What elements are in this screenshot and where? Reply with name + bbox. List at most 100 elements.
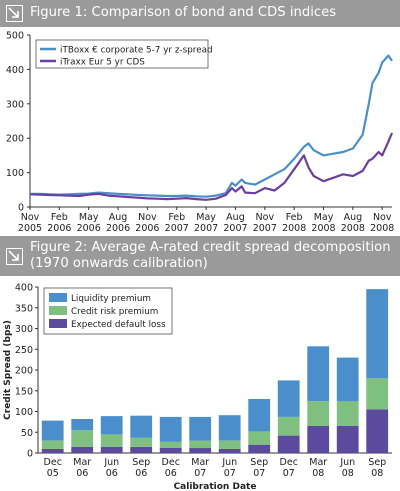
x-tick-label: 08 <box>342 468 354 479</box>
x-tick-label: Dec <box>162 457 180 468</box>
figure1-panel: Figure 1: Comparison of bond and CDS ind… <box>0 0 400 233</box>
x-tick-label: Sep <box>250 457 268 468</box>
bar-segment-credit-risk-premium <box>100 434 123 447</box>
bar-segment-liquidity-premium <box>130 415 153 438</box>
y-tick-label: 100 <box>6 168 24 179</box>
x-tick-label: 08 <box>371 468 383 479</box>
bar-segment-credit-risk-premium <box>277 416 300 436</box>
bar-segment-expected-default-loss <box>307 426 330 453</box>
x-tick-label: 06 <box>165 468 177 479</box>
y-tick-label: 500 <box>6 31 24 42</box>
x-tick-label: Mar <box>73 457 91 468</box>
bar-segment-credit-risk-premium <box>307 401 330 426</box>
x-tick-label: Dec <box>44 457 62 468</box>
y-tick-label: 350 <box>15 303 33 314</box>
x-tick-label: Aug <box>109 212 128 223</box>
y-tick-label: 300 <box>15 324 33 335</box>
bar-segment-credit-risk-premium <box>336 401 359 426</box>
y-tick-label: 200 <box>15 366 33 377</box>
x-tick-label: 2007 <box>223 223 247 233</box>
bar-segment-expected-default-loss <box>100 446 123 453</box>
bar-segment-expected-default-loss <box>189 448 212 453</box>
x-tick-label: Nov <box>21 212 40 223</box>
bar-segment-expected-default-loss <box>41 448 64 453</box>
x-tick-label: 2006 <box>77 223 101 233</box>
arrow-down-right-icon <box>6 248 23 265</box>
y-tick-label: 100 <box>15 407 33 418</box>
y-tick-label: 400 <box>6 65 24 76</box>
bar-segment-expected-default-loss <box>336 426 359 453</box>
x-tick-label: 2006 <box>47 223 71 233</box>
bar-segment-liquidity-premium <box>189 416 212 441</box>
y-tick-label: 200 <box>6 134 24 145</box>
x-tick-label: Sep <box>132 457 150 468</box>
legend-label: iTraxx Eur 5 yr CDS <box>60 57 145 67</box>
bar-segment-expected-default-loss <box>248 444 271 453</box>
x-tick-label: 2007 <box>165 223 189 233</box>
legend: Liquidity premium Credit risk premium Expe… <box>43 287 173 335</box>
y-tick-label: 250 <box>15 345 33 356</box>
x-tick-label: Mar <box>309 457 327 468</box>
x-tick-label: 2007 <box>194 223 218 233</box>
x-tick-label: 06 <box>106 468 118 479</box>
x-tick-label: Feb <box>168 212 185 223</box>
figure1-header: Figure 1: Comparison of bond and CDS ind… <box>0 0 400 27</box>
arrow-down-right-icon <box>6 5 23 22</box>
x-tick-label: 2008 <box>282 223 306 233</box>
bar-segment-expected-default-loss <box>366 409 389 453</box>
x-tick-label: May <box>314 212 334 223</box>
x-tick-label: 05 <box>47 468 59 479</box>
bar-segment-credit-risk-premium <box>130 437 153 447</box>
bar-segment-credit-risk-premium <box>71 430 94 447</box>
y-tick-label: 300 <box>6 99 24 110</box>
x-tick-label: 2005 <box>18 223 42 233</box>
bar-segment-liquidity-premium <box>41 420 64 441</box>
bar-segment-credit-risk-premium <box>159 441 182 448</box>
x-axis-title: Calibration Date <box>174 482 257 491</box>
bar-segment-liquidity-premium <box>159 416 182 442</box>
figure1-title: Figure 1: Comparison of bond and CDS ind… <box>30 5 337 20</box>
y-tick-label: 400 <box>15 283 33 294</box>
y-axis-title: Credit Spread (bps) <box>3 320 13 420</box>
bar-segment-liquidity-premium <box>218 415 241 441</box>
y-tick-label: 0 <box>18 203 24 214</box>
bar-segment-liquidity-premium <box>336 357 359 402</box>
bar-segment-credit-risk-premium <box>218 440 241 449</box>
figure2-header: Figure 2: Average A-rated credit spread … <box>0 236 400 276</box>
legend-swatch <box>49 319 67 328</box>
legend-swatch <box>49 293 67 302</box>
x-tick-label: 2006 <box>135 223 159 233</box>
x-tick-label: 2008 <box>311 223 335 233</box>
legend-label: Expected default loss <box>71 320 166 330</box>
x-tick-label: 08 <box>312 468 324 479</box>
bar-segment-expected-default-loss <box>71 446 94 453</box>
x-tick-label: 06 <box>135 468 147 479</box>
x-tick-label: 07 <box>283 468 295 479</box>
x-tick-label: Aug <box>344 212 363 223</box>
bar-segment-expected-default-loss <box>218 448 241 453</box>
y-tick-label: 0 <box>27 449 33 460</box>
bar-segment-liquidity-premium <box>71 419 94 431</box>
bar-segment-expected-default-loss <box>130 446 153 453</box>
legend-label: Liquidity premium <box>71 294 151 304</box>
bar-segment-credit-risk-premium <box>189 440 212 449</box>
bar-segment-credit-risk-premium <box>366 378 389 410</box>
x-tick-label: Sep <box>368 457 386 468</box>
series-line-itraxx-cds <box>29 132 394 201</box>
bar-segment-expected-default-loss <box>277 435 300 453</box>
x-tick-label: May <box>196 212 216 223</box>
x-tick-label: Nov <box>138 212 157 223</box>
x-tick-label: Feb <box>51 212 68 223</box>
x-tick-label: Aug <box>226 212 245 223</box>
x-tick-label: 2008 <box>370 223 394 233</box>
bar-segment-expected-default-loss <box>159 448 182 453</box>
legend-box <box>35 39 209 69</box>
x-tick-label: 2006 <box>106 223 130 233</box>
figure2-panel: Figure 2: Average A-rated credit spread … <box>0 233 400 491</box>
x-tick-label: May <box>79 212 99 223</box>
x-tick-label: 07 <box>253 468 265 479</box>
x-tick-label: 2007 <box>253 223 277 233</box>
bar-segment-credit-risk-premium <box>41 440 64 449</box>
bar-segment-liquidity-premium <box>277 380 300 417</box>
